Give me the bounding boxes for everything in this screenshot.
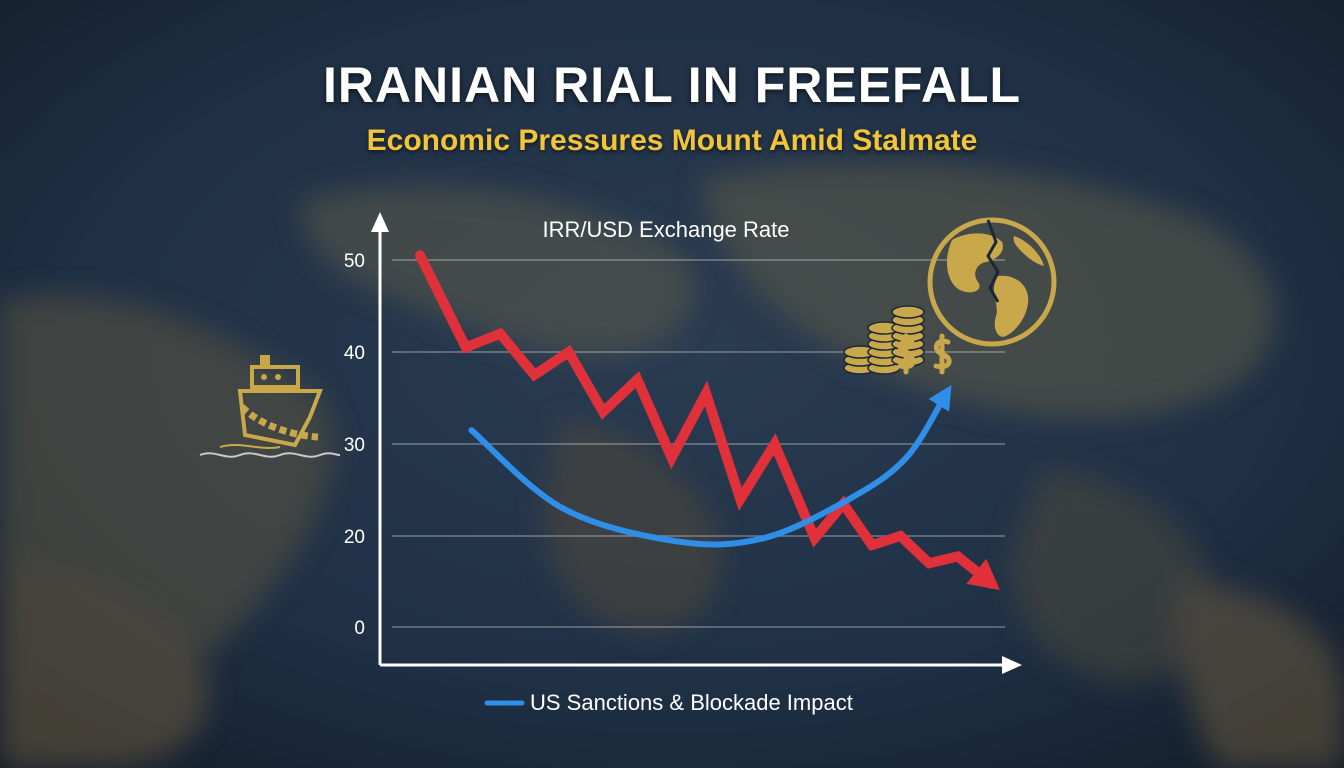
rial-point-9 [735, 494, 745, 504]
coin-stack-dollar-icon [843, 305, 952, 375]
rial-point-16 [953, 551, 963, 561]
x-axis-arrowhead [1002, 656, 1022, 674]
rial-point-5 [598, 407, 608, 417]
chained-ship-icon [199, 355, 341, 458]
sanctions-point-0 [468, 427, 475, 434]
rial-point-14 [895, 531, 905, 541]
y-tick-label: 40 [344, 343, 365, 364]
sanctions-point-5 [903, 454, 910, 461]
y-tick-label: 50 [344, 251, 365, 272]
rial-point-1 [461, 342, 471, 352]
y-tick-labels: 0 20 30 40 50 [344, 251, 365, 639]
sanctions-point-3 [760, 535, 767, 542]
rial-point-8 [701, 388, 711, 398]
rial-point-6 [632, 375, 642, 385]
rial-point-10 [770, 439, 780, 449]
rial-point-7 [667, 453, 677, 463]
rial-point-3 [529, 370, 539, 380]
y-tick-label: 20 [344, 527, 365, 548]
cracked-globe-icon [927, 217, 1057, 347]
legend: US Sanctions & Blockade Impact [484, 690, 853, 715]
subheadline: Economic Pressures Mount Amid Stalmate [366, 124, 978, 157]
rial-point-2 [495, 329, 505, 339]
rial-arrowhead [966, 558, 1000, 591]
rial-point-4 [564, 347, 574, 357]
chart-title: IRR/USD Exchange Rate [543, 217, 790, 242]
rial-series-line [415, 250, 997, 589]
y-tick-label: 30 [344, 435, 365, 456]
headline: IRANIAN RIAL IN FREEFALL [322, 57, 1022, 113]
y-axis-arrowhead [371, 212, 389, 232]
sanctions-point-4 [846, 496, 852, 503]
rial-point-11 [810, 533, 820, 543]
rial-point-13 [867, 540, 877, 550]
series-layer [415, 250, 1000, 591]
sanctions-point-1 [560, 505, 566, 512]
sanctions-point-2 [674, 538, 681, 545]
rial-point-15 [924, 558, 934, 568]
y-tick-label: 0 [354, 618, 365, 639]
rial-point-0 [415, 250, 425, 260]
legend-label-sanctions: US Sanctions & Blockade Impact [530, 690, 853, 715]
sanctions-arrowhead [928, 384, 952, 412]
